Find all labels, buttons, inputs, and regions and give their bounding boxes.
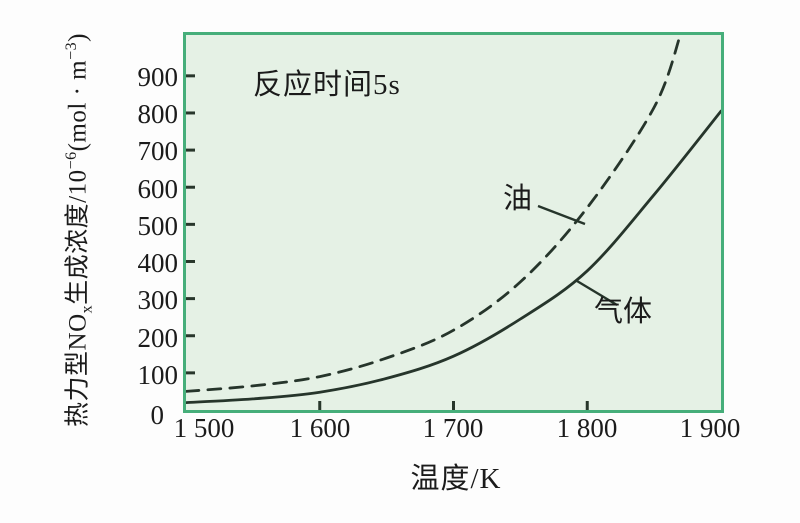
y-tick-label-500: 500 xyxy=(137,211,179,241)
curve-oil xyxy=(186,35,682,393)
series-label-gas: 气体 xyxy=(594,296,653,328)
y-tick-label-400: 400 xyxy=(137,248,179,278)
y-tick-label-600: 600 xyxy=(137,174,179,204)
y-axis-title-superscript: −3 xyxy=(63,41,80,60)
plot-area: 反应时间5s 油 气体 xyxy=(183,32,724,413)
x-tick-label-1500: 1 500 xyxy=(173,413,235,443)
y-axis-title-subscript: x xyxy=(78,304,96,314)
y-axis-title-part: 生成浓度/10 xyxy=(64,169,92,305)
x-axis-title: 温度/K xyxy=(410,463,502,495)
gas-leader-line xyxy=(576,279,618,307)
y-tick-label-100: 100 xyxy=(137,360,179,390)
y-tick-label-700: 700 xyxy=(137,136,179,166)
annotation-reaction-time: 反应时间5s xyxy=(253,69,401,101)
x-tick-label-1700: 1 700 xyxy=(422,413,484,443)
y-tick-label-200: 200 xyxy=(137,323,179,353)
series-label-oil: 油 xyxy=(503,183,533,215)
plot-svg xyxy=(186,35,721,410)
curve-gas xyxy=(186,109,721,404)
y-tick-label-0: 0 xyxy=(150,400,165,430)
y-tick-label-800: 800 xyxy=(137,99,179,129)
y-axis-title-part: ) xyxy=(64,33,92,42)
y-tick-label-300: 300 xyxy=(137,285,179,315)
y-tick-label-900: 900 xyxy=(137,62,179,92)
x-tick-label-1900: 1 900 xyxy=(679,413,741,443)
y-axis-title-superscript: −6 xyxy=(63,151,80,170)
y-axis-title-part: (mol · m xyxy=(64,59,92,152)
x-tick-label-1800: 1 800 xyxy=(556,413,618,443)
y-axis-title: 热力型NOx生成浓度/10−6(mol · m−3) xyxy=(55,0,95,465)
x-tick-label-1600: 1 600 xyxy=(289,413,351,443)
